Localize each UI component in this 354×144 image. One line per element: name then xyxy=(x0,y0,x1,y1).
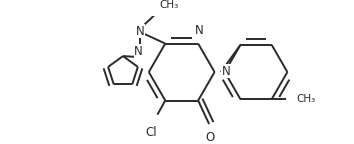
Text: N: N xyxy=(195,23,203,37)
Text: Cl: Cl xyxy=(145,126,157,139)
Text: CH₃: CH₃ xyxy=(159,0,178,10)
Text: O: O xyxy=(205,131,215,144)
Text: N: N xyxy=(222,65,230,78)
Text: N: N xyxy=(136,24,144,38)
Text: CH₃: CH₃ xyxy=(297,94,316,104)
Text: N: N xyxy=(134,45,143,58)
